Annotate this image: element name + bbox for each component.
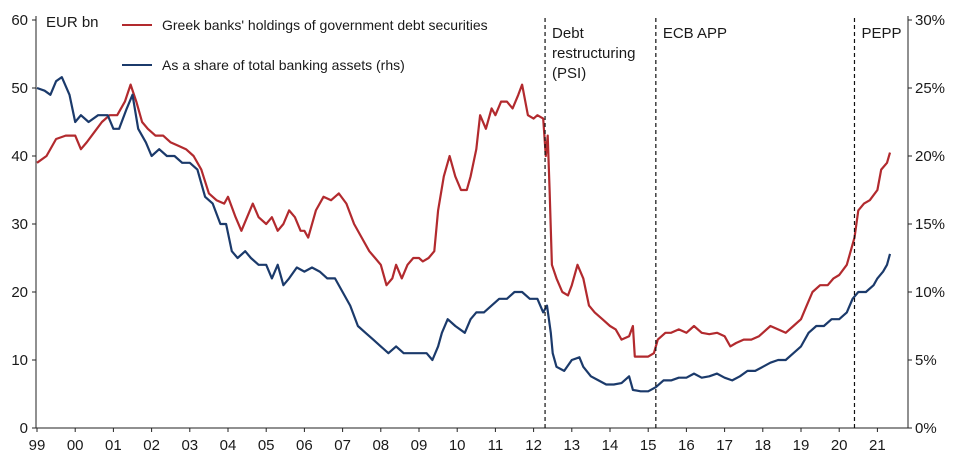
x-tick-label: 07 — [334, 437, 351, 454]
x-tick-label: 06 — [296, 437, 313, 454]
x-tick-label: 09 — [411, 437, 428, 454]
y-right-tick-label: 25% — [915, 80, 945, 97]
x-tick-label: 17 — [716, 437, 733, 454]
event-label: Debt — [552, 25, 585, 42]
x-tick-label: 16 — [678, 437, 695, 454]
x-tick-label: 10 — [449, 437, 466, 454]
x-tick-label: 03 — [181, 437, 198, 454]
x-tick-label: 00 — [67, 437, 84, 454]
event-layer: Debt restructuring (PSI) ECB APP PEPP — [544, 18, 902, 428]
y-left-tick-label: 50 — [11, 80, 28, 97]
x-tick-label: 18 — [754, 437, 771, 454]
x-tick-label: 20 — [831, 437, 848, 454]
x-tick-label: 11 — [488, 437, 504, 454]
y-left-tick-label: 60 — [11, 12, 28, 29]
y-left-tick-label: 10 — [11, 352, 28, 369]
y-right-tick-label: 30% — [915, 12, 945, 29]
x-tick-label: 08 — [372, 437, 389, 454]
event-label: ECB APP — [663, 25, 727, 42]
event-label: PEPP — [861, 25, 901, 42]
x-tick-label: 21 — [869, 437, 886, 454]
x-tick-label: 19 — [793, 437, 810, 454]
y-left-tick-label: 40 — [11, 148, 28, 165]
x-tick-label: 99 — [29, 437, 46, 454]
event-label: restructuring — [552, 45, 635, 62]
label-layer: EUR bn Greek banks' holdings of governme… — [46, 14, 488, 73]
y-right-tick-label: 0% — [915, 420, 937, 437]
series-line-holdings — [36, 83, 892, 358]
y-right-tick-label: 5% — [915, 352, 937, 369]
left-axis-unit: EUR bn — [46, 14, 99, 31]
y-left-tick-label: 0 — [20, 420, 28, 437]
legend-label-share: As a share of total banking assets (rhs) — [162, 57, 405, 73]
event-label: (PSI) — [552, 65, 586, 82]
legend-label-holdings: Greek banks' holdings of government debt… — [162, 17, 488, 33]
y-left-tick-label: 20 — [11, 284, 28, 301]
series-line-share — [36, 76, 892, 393]
y-right-tick-label: 20% — [915, 148, 945, 165]
y-right-tick-label: 15% — [915, 216, 945, 233]
x-tick-label: 15 — [640, 437, 657, 454]
x-tick-label: 13 — [563, 437, 580, 454]
x-tick-label: 04 — [220, 437, 237, 454]
series-layer — [36, 76, 892, 393]
y-left-tick-label: 30 — [11, 216, 28, 233]
x-tick-label: 01 — [105, 437, 122, 454]
x-tick-label: 12 — [525, 437, 542, 454]
x-tick-label: 14 — [602, 437, 619, 454]
x-tick-label: 05 — [258, 437, 275, 454]
x-tick-label: 02 — [143, 437, 160, 454]
axes-layer: 0 10 20 30 40 50 60 0% 5% 10% 15% 20% 25% 30% 99 00 01 02… — [11, 12, 945, 454]
y-right-tick-label: 10% — [915, 284, 945, 301]
